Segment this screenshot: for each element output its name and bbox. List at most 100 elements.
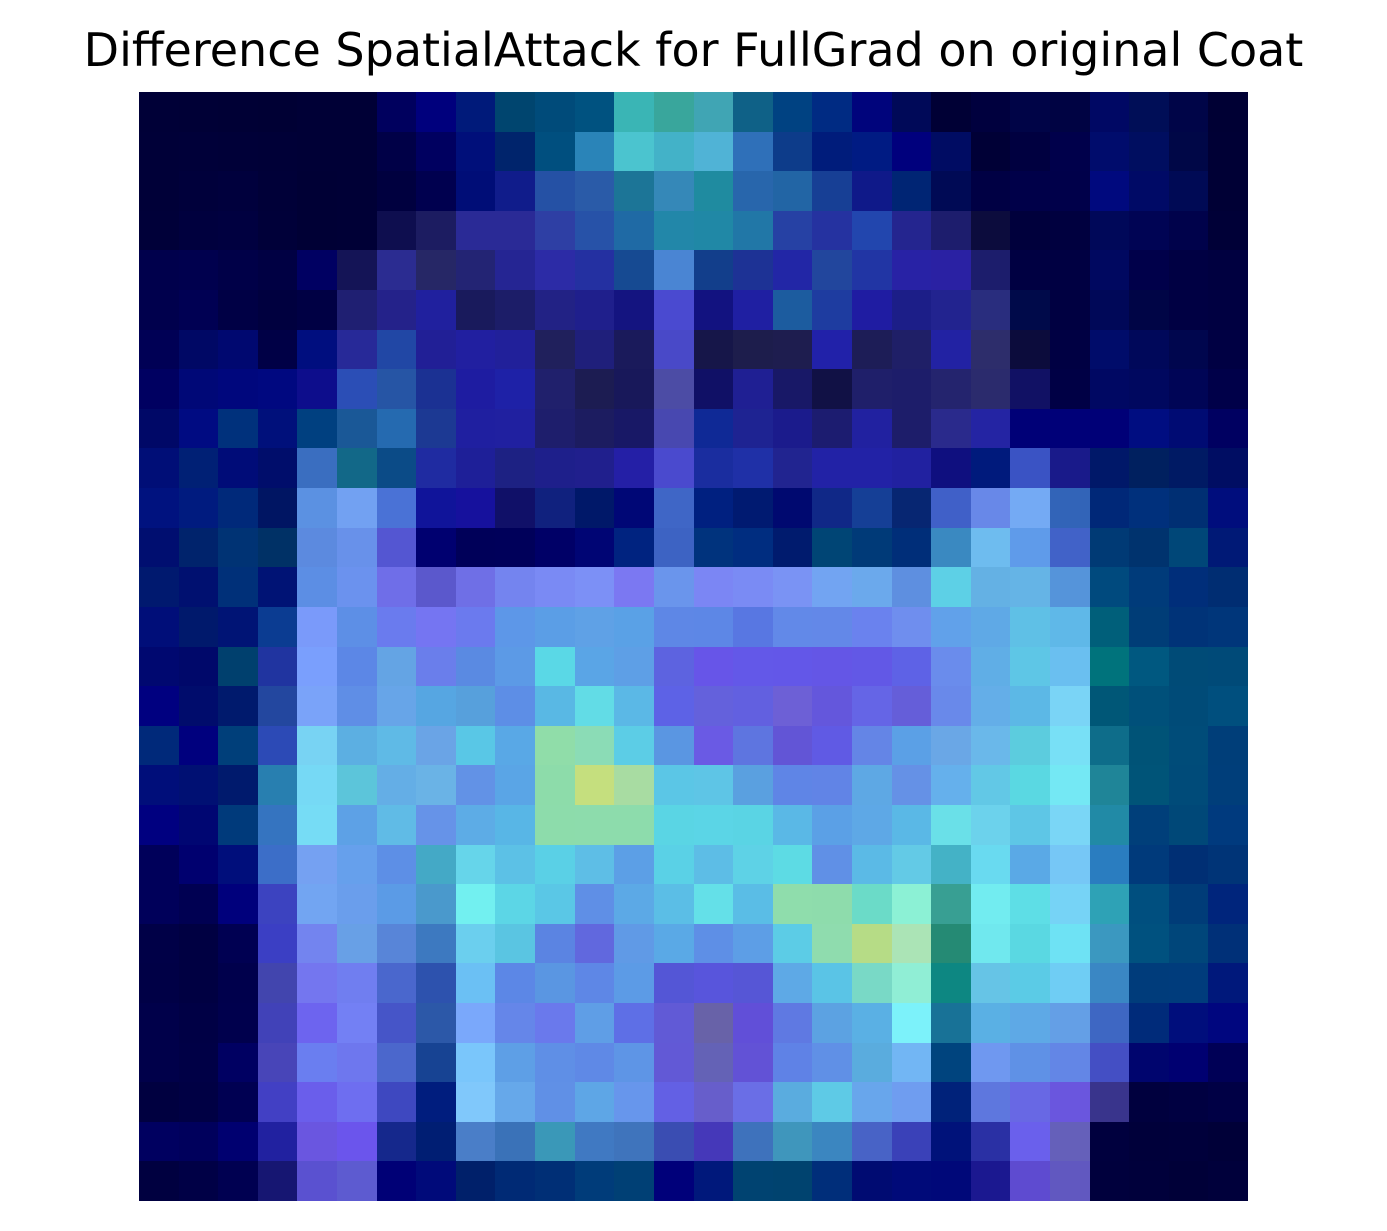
heatmap-cell [535,1121,575,1162]
heatmap-cell [574,92,615,132]
heatmap-cell [1010,527,1050,568]
heatmap-cell [139,844,179,885]
heatmap-cell [297,765,338,805]
heatmap-cell [733,765,773,805]
heatmap-cell [416,210,456,251]
heatmap-cell [337,725,377,766]
heatmap-cell [772,725,813,766]
heatmap-cell [1208,488,1248,528]
heatmap-cell [1129,448,1169,489]
heatmap-cell [455,131,496,172]
heatmap-cell [1049,804,1090,845]
heatmap-cell [1168,765,1209,805]
heatmap-cell [416,765,456,805]
heatmap-cell [970,765,1011,805]
heatmap-cell [376,329,417,370]
heatmap-cell [1049,171,1090,211]
heatmap-cell [733,448,773,489]
heatmap-cell [218,844,258,885]
heatmap-cell [455,646,496,687]
heatmap-cell [1208,606,1248,647]
heatmap-cell [416,250,456,291]
heatmap-cell [257,1121,298,1162]
heatmap-cell [1089,210,1130,251]
heatmap-cell [1049,448,1090,489]
heatmap-cell [1168,844,1209,885]
heatmap-cell [891,250,932,291]
heatmap-cell [257,804,298,845]
heatmap-cell [416,1161,456,1201]
heatmap-cell [178,1082,219,1122]
heatmap-cell [1089,369,1130,409]
heatmap-cell [1089,686,1130,726]
heatmap-cell [139,250,179,291]
heatmap-cell [733,1161,773,1201]
heatmap-cell [653,963,694,1003]
heatmap-cell [772,527,813,568]
heatmap-cell [851,131,892,172]
heatmap-cell [614,290,654,330]
heatmap-cell [693,408,734,449]
heatmap-cell [1129,1161,1169,1201]
heatmap-cell [891,765,932,805]
heatmap-cell [257,567,298,607]
heatmap-cell [1168,1082,1209,1122]
heatmap-cell [495,963,536,1003]
heatmap-cell [1089,448,1130,489]
heatmap-cell [495,884,536,924]
heatmap-cell [1168,725,1209,766]
heatmap-cell [653,527,694,568]
heatmap-cell [931,1121,971,1162]
heatmap-cell [1129,250,1169,291]
heatmap-cell [1168,290,1209,330]
heatmap-cell [851,567,892,607]
heatmap-cell [733,646,773,687]
heatmap-cell [1049,527,1090,568]
heatmap-cell [891,1161,932,1201]
heatmap-cell [653,884,694,924]
heatmap-cell [733,92,773,132]
heatmap-cell [733,171,773,211]
heatmap-cell [495,527,536,568]
heatmap-cell [1049,844,1090,885]
heatmap-cell [1010,448,1050,489]
heatmap-cell [1129,884,1169,924]
heatmap-cell [455,923,496,964]
heatmap-cell [733,923,773,964]
heatmap-cell [139,963,179,1003]
heatmap-cell [535,686,575,726]
heatmap-cell [1208,1161,1248,1201]
heatmap-cell [1089,488,1130,528]
heatmap-cell [851,1121,892,1162]
heatmap-cell [455,844,496,885]
heatmap-cell [218,765,258,805]
heatmap-cell [1089,1121,1130,1162]
heatmap-cell [614,963,654,1003]
heatmap-cell [733,725,773,766]
heatmap-cell [653,1082,694,1122]
heatmap-cell [1208,527,1248,568]
heatmap-cell [297,963,338,1003]
heatmap-cell [1089,646,1130,687]
heatmap-cell [931,448,971,489]
heatmap-cell [139,1082,179,1122]
heatmap-cell [1089,844,1130,885]
heatmap-cell [337,131,377,172]
heatmap-cell [891,290,932,330]
heatmap-cell [772,448,813,489]
heatmap-cell [416,290,456,330]
heatmap-cell [1089,171,1130,211]
heatmap-cell [1010,408,1050,449]
heatmap-cell [693,844,734,885]
heatmap-cell [931,646,971,687]
heatmap-cell [218,725,258,766]
heatmap-cell [495,567,536,607]
heatmap-cell [970,1042,1011,1083]
heatmap-cell [970,804,1011,845]
heatmap-cell [1010,488,1050,528]
heatmap-cell [139,1161,179,1201]
heatmap-cell [772,1082,813,1122]
heatmap-cell [337,765,377,805]
heatmap-cell [574,686,615,726]
heatmap-cell [772,1161,813,1201]
